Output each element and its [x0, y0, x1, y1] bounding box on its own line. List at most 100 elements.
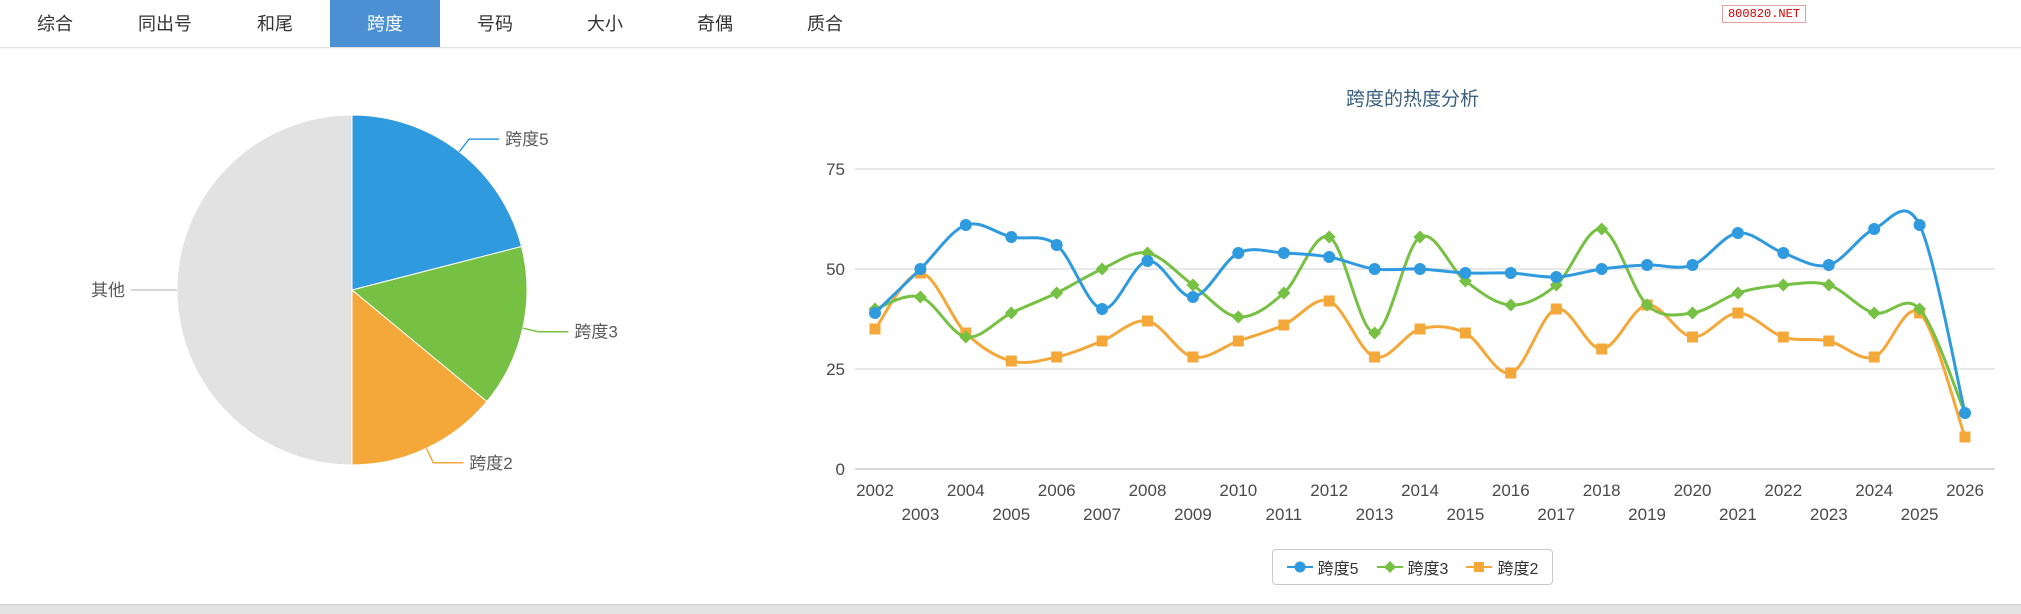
x-tick-label: 2024 — [1855, 481, 1893, 500]
x-tick-label: 2007 — [1083, 505, 1121, 524]
marker-circle — [914, 263, 927, 275]
marker-circle — [1686, 259, 1699, 271]
tab-hewei[interactable]: 和尾 — [257, 14, 293, 34]
x-tick-label: 2013 — [1356, 505, 1394, 524]
marker-diamond — [1731, 286, 1745, 300]
legend-diamond-icon — [1376, 560, 1403, 574]
pie-chart-section: 跨度5 跨度3 跨度2 其他 — [0, 48, 780, 573]
marker-circle — [1096, 303, 1109, 315]
legend-circle-icon — [1286, 560, 1313, 574]
legend-item-kuadu2[interactable]: 跨度2 — [1466, 555, 1538, 579]
marker-diamond — [1867, 306, 1881, 320]
marker-square — [1732, 307, 1744, 319]
marker-circle — [1913, 219, 1926, 231]
marker-square — [1414, 323, 1426, 335]
marker-diamond — [1413, 230, 1427, 244]
marker-square — [1187, 351, 1199, 363]
marker-circle — [1005, 231, 1018, 243]
tab-daxiao[interactable]: 大小 — [587, 14, 623, 34]
x-tick-label: 2016 — [1492, 481, 1530, 500]
marker-circle — [1186, 291, 1199, 303]
pie-chart: 跨度5 跨度3 跨度2 其他 — [91, 114, 618, 473]
y-tick-label: 0 — [836, 460, 845, 479]
x-tick-label: 2015 — [1446, 505, 1484, 524]
tab-zonghe[interactable]: 综合 — [37, 14, 73, 34]
x-tick-label: 2012 — [1310, 481, 1348, 500]
pie-slice-跨度5[interactable] — [351, 114, 523, 291]
marker-square — [1232, 335, 1244, 347]
marker-circle — [1323, 251, 1336, 263]
pie-slice-其他[interactable] — [176, 114, 353, 466]
legend-item-kuadu3[interactable]: 跨度3 — [1376, 555, 1449, 579]
marker-diamond — [1504, 298, 1518, 312]
marker-diamond — [1913, 302, 1927, 316]
line-chart: 0 25 50 75 2002 2003 2004 2005 2006 2007 2008 2009 2… — [826, 160, 1995, 524]
y-tick-label: 50 — [826, 260, 845, 279]
x-tick-label: 2004 — [947, 481, 985, 500]
legend-square-icon — [1466, 560, 1493, 574]
marker-diamond — [1368, 326, 1382, 340]
tab-tongchuhao[interactable]: 同出号 — [138, 14, 192, 34]
marker-diamond — [1186, 278, 1200, 292]
legend-label: 跨度3 — [1407, 561, 1449, 578]
x-tick-label: 2006 — [1038, 481, 1076, 500]
pie-slice-跨度3[interactable] — [350, 245, 528, 403]
marker-circle — [1641, 259, 1654, 271]
marker-diamond — [913, 290, 927, 304]
marker-square — [1550, 303, 1562, 315]
tab-bar: 综合 同出号 和尾 跨度 号码 大小 奇偶 质合 — [0, 0, 2021, 48]
x-tick-label: 2005 — [992, 505, 1030, 524]
marker-square — [1596, 343, 1608, 355]
marker-circle — [869, 307, 881, 319]
marker-circle — [1277, 247, 1290, 259]
marker-diamond — [1640, 298, 1654, 312]
marker-diamond — [1322, 230, 1336, 244]
tab-zhihe[interactable]: 质合 — [807, 14, 843, 34]
marker-circle — [1868, 223, 1881, 235]
x-tick-label: 2008 — [1129, 481, 1167, 500]
x-tick-label: 2022 — [1764, 481, 1802, 500]
pie-label-跨度3: 跨度3 — [574, 323, 617, 342]
x-tick-label: 2003 — [901, 505, 939, 524]
x-tick-label: 2023 — [1810, 505, 1848, 524]
watermark-badge: 800820.NET — [1721, 5, 1806, 23]
marker-square — [1005, 355, 1017, 367]
legend-item-kuadu5[interactable]: 跨度5 — [1286, 555, 1359, 579]
marker-square — [1868, 351, 1880, 363]
chart-legend: 跨度5 跨度3 跨度2 — [1271, 549, 1554, 585]
marker-square — [1687, 331, 1698, 343]
marker-circle — [1050, 239, 1063, 251]
legend-label: 跨度5 — [1317, 561, 1359, 578]
tab-haoma[interactable]: 号码 — [477, 14, 513, 34]
x-tick-label: 2017 — [1537, 505, 1575, 524]
legend-label: 跨度2 — [1497, 561, 1539, 578]
marker-diamond — [1277, 286, 1291, 300]
pie-leader-line — [458, 138, 500, 153]
marker-square — [1096, 335, 1108, 347]
marker-circle — [959, 219, 972, 231]
pie-leader-line — [425, 447, 464, 464]
marker-diamond — [1822, 278, 1836, 292]
marker-square — [1459, 327, 1471, 339]
x-tick-label: 2026 — [1946, 481, 1984, 500]
x-tick-label: 2014 — [1401, 481, 1439, 500]
marker-circle — [1414, 263, 1426, 275]
x-tick-label: 2010 — [1219, 481, 1257, 500]
tab-kuadu-active[interactable]: 跨度 — [330, 0, 440, 47]
y-tick-label: 25 — [826, 360, 845, 379]
x-tick-label: 2020 — [1674, 481, 1712, 500]
marker-circle — [1731, 227, 1744, 239]
marker-circle — [1550, 271, 1563, 283]
marker-diamond — [1595, 222, 1609, 236]
marker-circle — [1232, 247, 1245, 259]
x-tick-label: 2025 — [1901, 505, 1939, 524]
chart-title: 跨度的热度分析 — [1345, 89, 1479, 110]
marker-circle — [1504, 267, 1517, 279]
marker-square — [1959, 431, 1971, 443]
marker-square — [1777, 331, 1789, 343]
marker-square — [1278, 319, 1290, 331]
tab-jiou[interactable]: 奇偶 — [697, 14, 733, 34]
marker-diamond — [1231, 310, 1245, 324]
marker-diamond — [1095, 262, 1109, 276]
